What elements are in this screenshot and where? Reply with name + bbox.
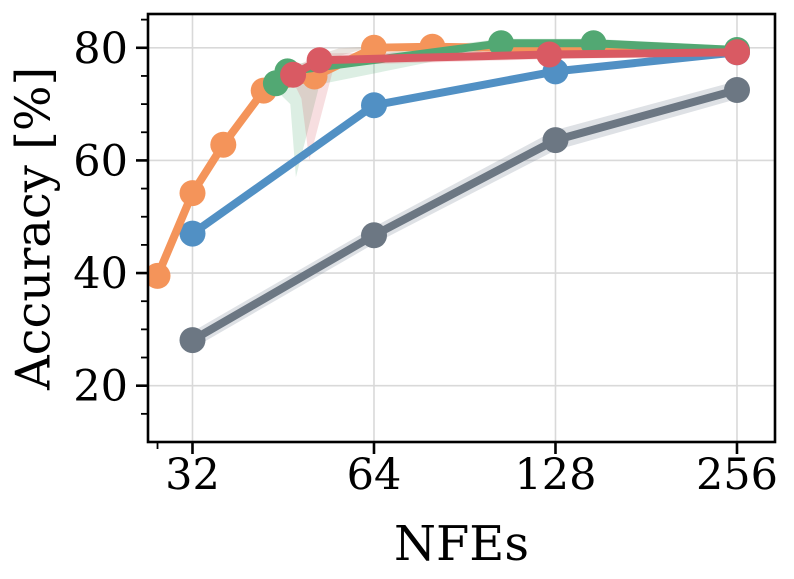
series-red-line <box>289 48 741 79</box>
series-green-marker <box>488 30 515 57</box>
x-tick-label-128: 128 <box>514 450 596 500</box>
series-orange-marker <box>210 131 237 158</box>
series-green-marker <box>580 30 607 57</box>
series-gray-marker <box>361 222 387 249</box>
series-orange-marker <box>179 180 206 207</box>
series-red-marker <box>724 39 750 66</box>
series-gray-marker <box>542 127 569 154</box>
y-tick-label-60: 60 <box>73 136 128 186</box>
y-tick-label-80: 80 <box>73 24 128 74</box>
series-red-marker <box>536 41 563 68</box>
plot-area <box>148 30 750 354</box>
series-red-marker <box>306 47 333 74</box>
y-tick-label-40: 40 <box>73 249 128 299</box>
x-tick-label-256: 256 <box>696 450 778 500</box>
series-orange-marker <box>361 34 387 61</box>
plot-frame <box>146 12 777 444</box>
series-gray-marker <box>724 77 750 103</box>
series-red-marker <box>280 61 307 88</box>
series-blue-marker <box>179 220 206 247</box>
series-blue-line <box>188 48 741 238</box>
series-gray-line <box>188 86 741 345</box>
series-gray-marker <box>179 327 206 354</box>
series-blue-marker <box>361 92 387 119</box>
series-orange-marker <box>148 262 171 289</box>
y-axis-label: Accuracy [%] <box>5 66 62 391</box>
x-axis-label: NFEs <box>394 516 529 572</box>
y-tick-label-20: 20 <box>73 362 128 412</box>
x-tick-label-32: 32 <box>165 450 220 500</box>
x-tick-label-64: 64 <box>347 450 402 500</box>
series-orange-line <box>153 42 741 280</box>
gray-ci-band <box>192 81 737 349</box>
